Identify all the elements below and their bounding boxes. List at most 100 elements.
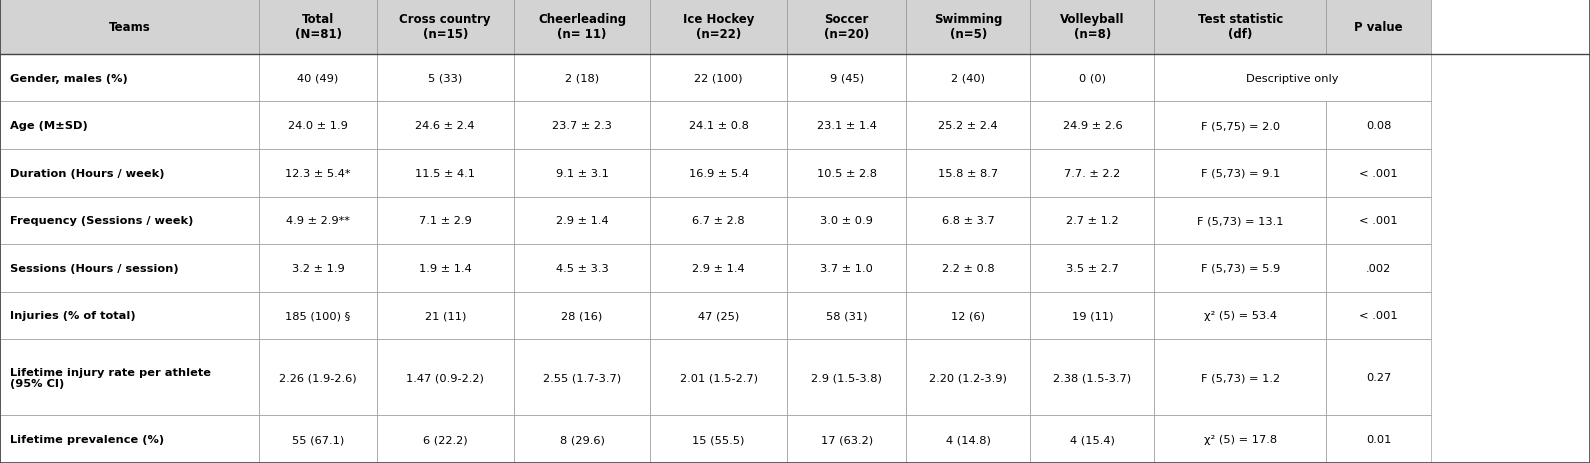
Text: 2.55 (1.7-3.7): 2.55 (1.7-3.7): [542, 373, 622, 382]
Bar: [906, 339, 1030, 415]
Text: 1.9 ± 1.4: 1.9 ± 1.4: [418, 263, 472, 273]
Text: 9 (45): 9 (45): [830, 74, 863, 83]
Bar: [514, 0, 650, 55]
Text: 185 (100) §: 185 (100) §: [285, 311, 351, 321]
Text: 0 (0): 0 (0): [1080, 74, 1105, 83]
Text: 4 (14.8): 4 (14.8): [946, 434, 991, 444]
Bar: [514, 150, 650, 197]
Bar: [906, 244, 1030, 292]
Bar: [906, 55, 1030, 102]
Text: .002: .002: [1366, 263, 1391, 273]
Bar: [1326, 244, 1431, 292]
Text: 7.1 ± 2.9: 7.1 ± 2.9: [418, 216, 472, 226]
Text: 2.9 ± 1.4: 2.9 ± 1.4: [555, 216, 609, 226]
Text: 3.2 ± 1.9: 3.2 ± 1.9: [291, 263, 345, 273]
Text: 3.0 ± 0.9: 3.0 ± 0.9: [820, 216, 873, 226]
Bar: [1154, 415, 1326, 463]
Text: 2 (18): 2 (18): [564, 74, 599, 83]
Bar: [0, 197, 259, 244]
Bar: [787, 0, 906, 55]
Bar: [650, 339, 787, 415]
Text: 0.08: 0.08: [1366, 121, 1391, 131]
Bar: [514, 292, 650, 339]
Bar: [514, 55, 650, 102]
Bar: [259, 150, 377, 197]
Text: 0.27: 0.27: [1366, 373, 1391, 382]
Text: Total
(N=81): Total (N=81): [294, 13, 342, 41]
Bar: [0, 102, 259, 150]
Bar: [514, 197, 650, 244]
Bar: [0, 339, 259, 415]
Text: 2.01 (1.5-2.7): 2.01 (1.5-2.7): [679, 373, 758, 382]
Bar: [1326, 0, 1431, 55]
Bar: [377, 0, 514, 55]
Bar: [787, 292, 906, 339]
Text: 2.9 ± 1.4: 2.9 ± 1.4: [692, 263, 746, 273]
Bar: [1030, 244, 1154, 292]
Text: 2.38 (1.5-3.7): 2.38 (1.5-3.7): [1053, 373, 1132, 382]
Text: χ² (5) = 17.8: χ² (5) = 17.8: [1204, 434, 1277, 444]
Bar: [1154, 55, 1431, 102]
Text: 2 (40): 2 (40): [951, 74, 986, 83]
Text: 10.5 ± 2.8: 10.5 ± 2.8: [817, 169, 876, 178]
Text: 6 (22.2): 6 (22.2): [423, 434, 467, 444]
Bar: [259, 339, 377, 415]
Text: 25.2 ± 2.4: 25.2 ± 2.4: [938, 121, 999, 131]
Bar: [650, 150, 787, 197]
Text: 40 (49): 40 (49): [297, 74, 339, 83]
Bar: [906, 0, 1030, 55]
Bar: [1326, 292, 1431, 339]
Text: 5 (33): 5 (33): [428, 74, 463, 83]
Text: F (5,75) = 2.0: F (5,75) = 2.0: [1200, 121, 1280, 131]
Bar: [259, 292, 377, 339]
Text: 24.6 ± 2.4: 24.6 ± 2.4: [415, 121, 475, 131]
Bar: [259, 102, 377, 150]
Text: < .001: < .001: [1359, 216, 1398, 226]
Text: 11.5 ± 4.1: 11.5 ± 4.1: [415, 169, 475, 178]
Bar: [1154, 339, 1326, 415]
Text: Soccer
(n=20): Soccer (n=20): [824, 13, 870, 41]
Bar: [377, 292, 514, 339]
Bar: [377, 102, 514, 150]
Text: 2.26 (1.9-2.6): 2.26 (1.9-2.6): [280, 373, 356, 382]
Bar: [1030, 197, 1154, 244]
Bar: [1326, 415, 1431, 463]
Text: 15 (55.5): 15 (55.5): [693, 434, 744, 444]
Text: 3.7 ± 1.0: 3.7 ± 1.0: [820, 263, 873, 273]
Text: 2.20 (1.2-3.9): 2.20 (1.2-3.9): [930, 373, 1006, 382]
Bar: [1326, 197, 1431, 244]
Text: 4.5 ± 3.3: 4.5 ± 3.3: [555, 263, 609, 273]
Bar: [1154, 197, 1326, 244]
Text: Injuries (% of total): Injuries (% of total): [10, 311, 135, 321]
Bar: [906, 102, 1030, 150]
Bar: [650, 415, 787, 463]
Bar: [1154, 244, 1326, 292]
Text: 3.5 ± 2.7: 3.5 ± 2.7: [1065, 263, 1119, 273]
Text: 12.3 ± 5.4*: 12.3 ± 5.4*: [285, 169, 351, 178]
Text: 58 (31): 58 (31): [825, 311, 868, 321]
Bar: [650, 55, 787, 102]
Bar: [377, 55, 514, 102]
Bar: [1030, 55, 1154, 102]
Bar: [1326, 150, 1431, 197]
Text: 6.7 ± 2.8: 6.7 ± 2.8: [692, 216, 746, 226]
Text: Sessions (Hours / session): Sessions (Hours / session): [10, 263, 178, 273]
Bar: [1030, 415, 1154, 463]
Bar: [650, 244, 787, 292]
Bar: [377, 415, 514, 463]
Bar: [0, 150, 259, 197]
Text: 8 (29.6): 8 (29.6): [560, 434, 604, 444]
Text: 16.9 ± 5.4: 16.9 ± 5.4: [688, 169, 749, 178]
Text: 24.1 ± 0.8: 24.1 ± 0.8: [688, 121, 749, 131]
Text: 28 (16): 28 (16): [561, 311, 603, 321]
Text: 17 (63.2): 17 (63.2): [820, 434, 873, 444]
Bar: [259, 0, 377, 55]
Text: Teams: Teams: [108, 21, 151, 34]
Bar: [906, 150, 1030, 197]
Bar: [906, 415, 1030, 463]
Text: F (5,73) = 5.9: F (5,73) = 5.9: [1200, 263, 1280, 273]
Bar: [377, 197, 514, 244]
Text: 47 (25): 47 (25): [698, 311, 739, 321]
Text: 19 (11): 19 (11): [1072, 311, 1113, 321]
Bar: [1030, 339, 1154, 415]
